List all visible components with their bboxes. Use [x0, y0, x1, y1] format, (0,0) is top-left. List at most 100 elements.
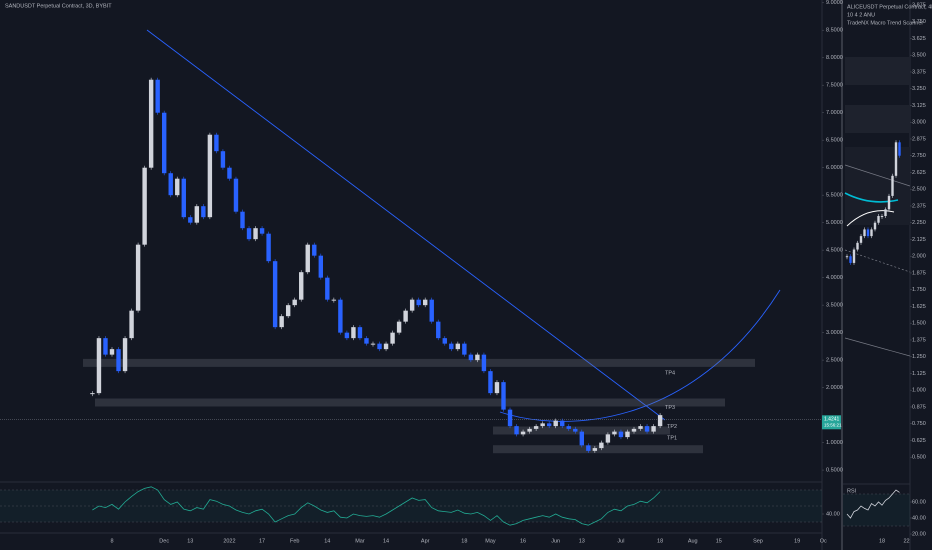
zone-box: [845, 57, 910, 85]
candle: [135, 244, 141, 311]
candle: [396, 321, 402, 333]
y-tick-label: 3.000: [912, 120, 926, 126]
chart-subtitle: TradeNX Macro Trend Scanner: [847, 20, 923, 26]
candle: [898, 142, 901, 156]
y-tick-label: 2.875: [912, 136, 926, 142]
candle: [272, 261, 278, 328]
candle: [240, 211, 245, 229]
y-tick-label: 2.125: [912, 237, 926, 243]
x-tick-label: Jul: [617, 538, 624, 544]
candle: [96, 338, 102, 394]
candle: [253, 228, 258, 240]
x-tick-label: 14: [383, 538, 389, 544]
candle: [279, 316, 284, 328]
candle: [175, 178, 180, 196]
y-tick-label: 6.5000: [826, 138, 843, 144]
x-tick-label: 8: [110, 538, 113, 544]
chart-title: ALICEUSDT Perpetual Contract, 4h, B: [847, 4, 932, 10]
candle: [849, 256, 852, 263]
candle: [351, 327, 356, 339]
x-tick-label: 17: [259, 538, 265, 544]
y-tick-label: 2.625: [912, 170, 926, 176]
candle: [403, 310, 408, 322]
candle: [168, 173, 173, 196]
candle: [259, 228, 265, 234]
x-tick-label: 13: [579, 538, 585, 544]
candle: [560, 420, 565, 427]
candle: [364, 338, 369, 344]
candle: [233, 178, 239, 212]
candle: [880, 216, 884, 218]
y-tick-label: 6.0000: [826, 165, 843, 171]
candle: [318, 255, 323, 278]
candle: [887, 195, 891, 210]
candle: [155, 79, 160, 113]
candle: [579, 431, 584, 446]
countdown-label: 15:56:21: [824, 422, 842, 427]
drawings: [146, 29, 911, 422]
x-tick-label: 22: [903, 538, 909, 544]
y-tick-label: 1.250: [912, 354, 926, 360]
chart-subtitle: 10 4 2 ANU: [847, 12, 875, 18]
y-tick-label: 3.625: [912, 36, 926, 42]
candle: [207, 134, 213, 218]
candle: [338, 299, 343, 333]
candle: [227, 167, 232, 179]
candle: [488, 371, 493, 394]
candle: [299, 272, 304, 300]
target-label: TP3: [665, 405, 675, 411]
candle: [533, 426, 539, 429]
x-tick-label: 18: [879, 538, 885, 544]
rsi-line: [846, 489, 900, 519]
y-tick-label: 3.5000: [826, 303, 843, 309]
candle: [586, 445, 591, 451]
y-tick-label: 0.5000: [826, 468, 843, 474]
y-tick-label: 4.0000: [826, 275, 843, 281]
y-tick-label: 2.5000: [826, 358, 843, 364]
candle: [285, 305, 291, 317]
candle: [859, 236, 863, 243]
candle: [573, 428, 578, 432]
y-tick-label: 2.750: [912, 153, 926, 159]
candle: [638, 426, 643, 429]
y-tick-label: 3.375: [912, 69, 926, 75]
candle: [481, 354, 487, 372]
candle: [246, 228, 252, 240]
rsi-title: RSI: [847, 488, 857, 494]
candle: [894, 142, 898, 176]
candle: [344, 332, 350, 339]
y-tick-label: 5.5000: [826, 193, 843, 199]
target-zone: [95, 398, 725, 407]
candle: [592, 448, 598, 451]
candle: [416, 299, 421, 306]
candle: [873, 222, 877, 230]
candle: [618, 431, 624, 438]
candle: [220, 151, 226, 168]
rsi-tick-label: 40.00: [912, 515, 926, 521]
candle: [468, 354, 474, 361]
y-tick-label: 3.250: [912, 86, 926, 92]
candle: [612, 431, 617, 435]
candle: [877, 216, 880, 223]
x-tick-label: Mar: [355, 538, 365, 544]
x-tick-label: 2022: [223, 538, 235, 544]
x-tick-label: Sep: [753, 538, 763, 544]
target-zone: [83, 358, 755, 367]
candle: [383, 343, 389, 350]
y-tick-label: 1.625: [912, 304, 926, 310]
rsi-line: [92, 486, 661, 526]
target-label: TP2: [667, 424, 677, 430]
x-tick-label: Aug: [688, 538, 698, 544]
candle: [181, 178, 186, 218]
y-tick-label: 1.125: [912, 371, 926, 377]
trend-line: [146, 29, 666, 421]
candle: [462, 343, 467, 355]
candle: [852, 249, 856, 263]
x-tick-label: 19: [794, 538, 800, 544]
candle: [599, 442, 604, 449]
y-tick-label: 2.0000: [826, 385, 843, 391]
candle: [553, 420, 558, 427]
candle: [436, 321, 441, 339]
